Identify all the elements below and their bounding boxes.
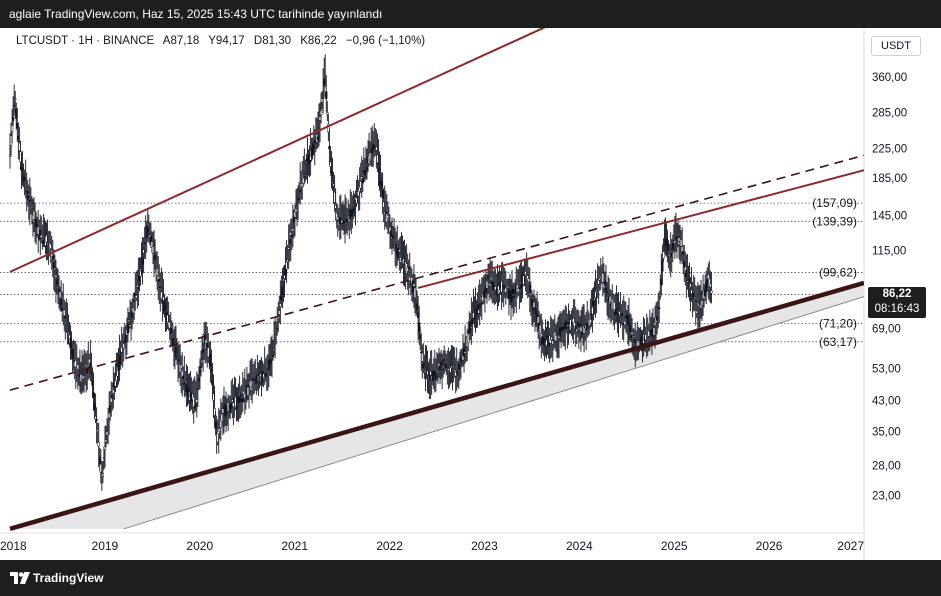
footer-bar	[0, 560, 941, 596]
x-tick-label-1: 2019	[92, 539, 119, 553]
y-tick-label-11: 23,00	[872, 491, 901, 503]
x-tick-label-5: 2023	[471, 539, 498, 553]
publish-info: aglaie TradingView.com, Haz 15, 2025 15:…	[9, 7, 383, 21]
y-tick-label-1: 285,00	[872, 107, 907, 119]
y-tick-label-3: 185,00	[872, 173, 907, 185]
level-label-5: (63,17)	[819, 335, 857, 349]
publish-bar: aglaie TradingView.com, Haz 15, 2025 15:…	[0, 0, 941, 28]
ohlc-close: K86,22	[300, 35, 337, 47]
candle-body-183	[199, 366, 203, 369]
candle-body-626	[662, 251, 665, 259]
trendline-support-lower	[123, 296, 864, 530]
currency-button[interactable]: USDT	[871, 36, 921, 56]
candle-body-91	[103, 446, 107, 451]
y-tick-label-5: 115,00	[872, 246, 906, 258]
x-tick-label-4: 2022	[376, 539, 403, 553]
candle-body-622	[658, 307, 661, 310]
y-tick-label-0: 360,00	[872, 72, 907, 84]
candle-body-2	[10, 125, 14, 132]
bar-countdown: 08:16:43	[874, 303, 920, 315]
candle-body-623	[659, 295, 662, 297]
y-tick-label-9: 35,00	[872, 427, 901, 439]
candle-body-300	[321, 97, 325, 100]
footer-brand: TradingView	[33, 571, 104, 585]
candle-body-298	[319, 110, 323, 116]
candle-body-672	[710, 290, 713, 294]
x-tick-label-6: 2024	[566, 539, 593, 553]
candle-body-89	[101, 473, 105, 477]
last-price: 86,22	[882, 288, 912, 300]
level-label-0: (157,09)	[812, 196, 857, 210]
ohlc-open: A87,18	[162, 35, 200, 47]
x-tick-label-8: 2026	[756, 539, 783, 553]
price-change: −0,96 (−1,10%)	[345, 35, 426, 47]
candle-body-83	[95, 419, 98, 421]
last-price-tag: 86,22 08:16:43	[868, 287, 926, 318]
candle-body-85	[97, 441, 100, 447]
y-tick-label-6: 69,00	[872, 323, 901, 335]
candle-body-5	[14, 98, 17, 100]
x-tick-label-2: 2020	[186, 539, 213, 553]
candle-body-305	[327, 123, 330, 133]
y-tick-label-10: 28,00	[872, 461, 901, 473]
chart-area[interactable]	[0, 28, 941, 560]
candle-body-252	[271, 355, 275, 358]
y-tick-label-8: 43,00	[872, 395, 901, 407]
candle-body-3	[11, 117, 15, 121]
y-tick-label-4: 145,00	[872, 210, 907, 222]
candle-body-303	[325, 91, 328, 99]
trendline-support-thick	[9, 280, 864, 531]
trendline-upper-channel	[9, 28, 546, 273]
candle-body-304	[326, 112, 329, 115]
y-tick-label-2: 225,00	[872, 143, 907, 155]
level-label-2: (99,62)	[819, 265, 857, 279]
candles	[8, 54, 713, 491]
ohlc-high: Y94,17	[208, 35, 245, 47]
trendline-inner-upper	[417, 169, 864, 289]
x-tick-label-9: 2027	[837, 539, 864, 553]
y-tick-label-7: 53,00	[872, 364, 901, 376]
tradingview-logo-icon[interactable]	[10, 572, 30, 584]
symbol-name: LTCUSDT · 1H · BINANCE	[16, 35, 155, 47]
symbol-legend: LTCUSDT · 1H · BINANCE A87,18 Y94,17 D81…	[16, 35, 431, 47]
price-chart[interactable]: (157,09) (139,39) (99,62) (71,20) (63,17) 360…	[0, 28, 941, 560]
trendline-mid-dashed	[9, 154, 864, 391]
x-tick-label-3: 2021	[281, 539, 308, 553]
x-tick-label-0: 2018	[0, 539, 27, 553]
level-label-1: (139,39)	[812, 214, 857, 228]
x-tick-label-7: 2025	[661, 539, 688, 553]
candle-body-625	[661, 260, 664, 272]
level-label-4: (71,20)	[819, 317, 857, 331]
ohlc-low: D81,30	[253, 35, 291, 47]
